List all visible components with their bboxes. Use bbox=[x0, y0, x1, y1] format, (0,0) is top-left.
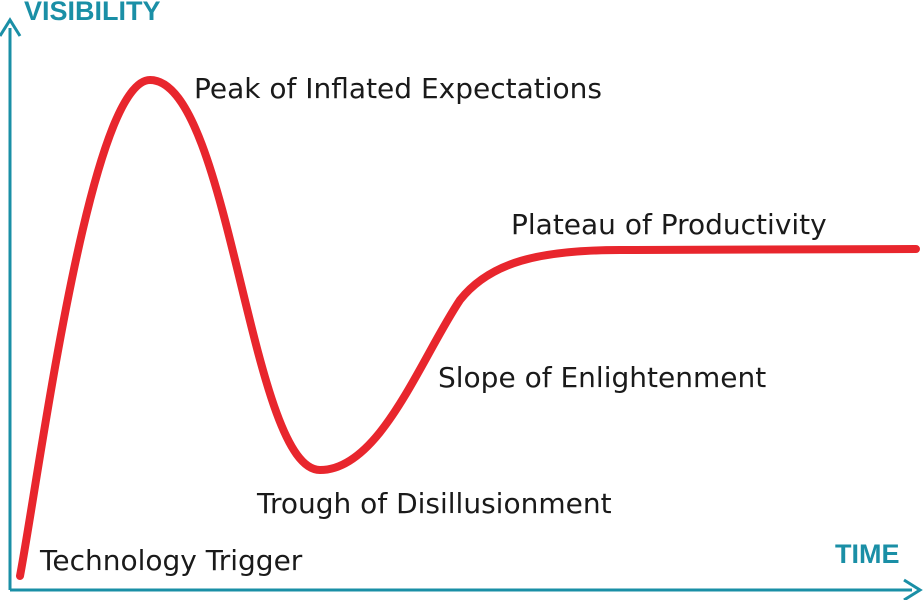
x-axis-arrowhead bbox=[903, 578, 923, 600]
y-axis-title: VISIBILITY bbox=[24, 0, 161, 26]
label-peak-of-inflated-expectations: Peak of Inflated Expectations bbox=[194, 72, 602, 105]
x-axis-title: TIME bbox=[835, 539, 900, 569]
label-plateau-of-productivity: Plateau of Productivity bbox=[511, 208, 827, 241]
y-axis-arrowhead bbox=[0, 17, 22, 37]
label-technology-trigger: Technology Trigger bbox=[39, 544, 303, 577]
label-trough-of-disillusionment: Trough of Disillusionment bbox=[256, 487, 612, 520]
label-slope-of-enlightenment: Slope of Enlightenment bbox=[438, 361, 766, 394]
hype-cycle-curve bbox=[16, 76, 920, 580]
